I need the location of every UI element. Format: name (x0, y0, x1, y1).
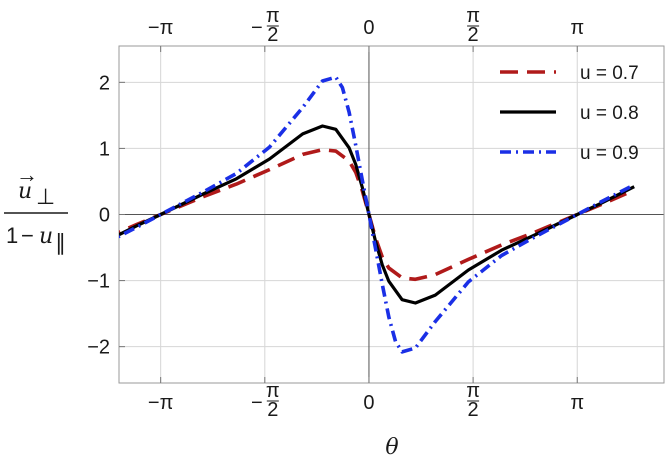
x-tick-label-numerator-bottom: π (466, 380, 480, 402)
legend-label-2: u = 0.8 (580, 103, 639, 124)
x-tick-label-top: π (570, 17, 584, 39)
x-axis-label: θ (385, 435, 398, 460)
series-line-2 (119, 124, 635, 305)
y-label-numerator-var: u (18, 179, 32, 204)
legend: u = 0.7 u = 0.8 u = 0.9 (500, 63, 639, 164)
y-axis-label: u → ⊥ 1 − u ∥ (4, 162, 68, 255)
y-label-denominator-minus: − (21, 223, 34, 248)
x-tick-label-prefix-bottom: − (251, 392, 263, 414)
series-line-3 (119, 75, 636, 354)
x-tick-label-top: −π (148, 17, 173, 39)
y-tick-label: 0 (99, 205, 110, 227)
x-tick-label-bottom: 0 (363, 392, 374, 414)
y-tick-label: 1 (99, 138, 110, 160)
y-tick-label: −2 (87, 337, 110, 359)
y-label-denominator-var: u (39, 224, 53, 249)
y-label-denominator-sub: ∥ (55, 230, 66, 255)
tick-marks (119, 46, 578, 383)
x-tick-label-prefix-top: − (251, 17, 263, 39)
x-tick-label-denominator-top: 2 (267, 24, 278, 46)
y-tick-label: −1 (87, 271, 110, 293)
y-label-numerator-sub: ⊥ (36, 184, 55, 209)
x-tick-label-denominator-bottom: 2 (267, 399, 278, 421)
series-line-1 (119, 147, 635, 282)
legend-label-3: u = 0.9 (580, 143, 639, 164)
series-lines (119, 75, 636, 354)
x-tick-label-denominator-bottom: 2 (468, 399, 479, 421)
y-tick-label: 2 (99, 72, 110, 94)
x-tick-label-numerator-bottom: π (266, 380, 280, 402)
x-tick-label-numerator-top: π (466, 5, 480, 27)
x-tick-label-top: 0 (363, 17, 374, 39)
x-tick-label-bottom: π (570, 392, 584, 414)
y-label-denominator-one: 1 (6, 223, 18, 248)
x-tick-label-bottom: −π (148, 392, 173, 414)
x-tick-label-numerator-top: π (266, 5, 280, 27)
x-tick-label-denominator-top: 2 (468, 24, 479, 46)
y-label-numerator-arrow: → (16, 162, 38, 187)
legend-label-1: u = 0.7 (580, 63, 639, 84)
